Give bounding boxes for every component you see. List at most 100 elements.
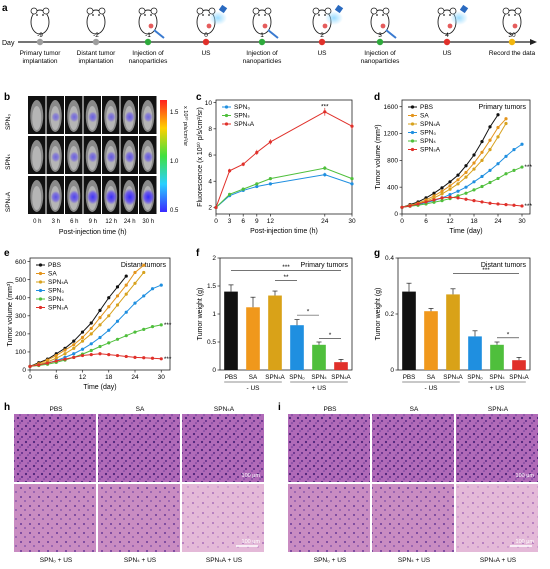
legend-label: SPNₛA	[420, 147, 441, 154]
imaging-col-label: 6 h	[70, 219, 78, 225]
timeline-dot	[202, 38, 210, 46]
panel-label-c: c	[196, 92, 202, 103]
legend-label: SPNₛA	[48, 279, 69, 286]
x-tick-label: 6	[424, 218, 428, 225]
panel-label-f: f	[196, 248, 200, 259]
mouse-ear-right	[98, 7, 106, 15]
data-point	[488, 201, 492, 205]
y-axis-label: Tumor volume (mm³)	[375, 124, 382, 189]
group-label: - US	[247, 385, 261, 392]
bar	[268, 295, 282, 370]
timeline-event-text: implantation	[22, 58, 57, 65]
significance-annotation: ***	[524, 164, 532, 171]
legend-marker	[410, 113, 415, 118]
data-point	[54, 353, 58, 358]
colorbar-tick: 1.0	[170, 159, 179, 165]
legend-marker	[38, 297, 43, 301]
x-tick-label: SPN₀	[467, 374, 483, 381]
x-axis-label: Time (day)	[449, 228, 482, 235]
mouse-body	[370, 9, 390, 35]
x-tick-label: PBS	[403, 374, 416, 381]
data-point	[107, 305, 111, 309]
data-point	[520, 165, 524, 169]
data-point	[159, 283, 163, 287]
legend-marker	[410, 122, 415, 126]
ultrasound-beam-icon	[209, 11, 227, 25]
timeline-dot	[92, 38, 100, 46]
significance-annotation: ***	[164, 356, 172, 363]
x-tick-label: 30	[518, 218, 526, 225]
x-tick-label: 12	[79, 374, 87, 381]
x-tick-label: PBS	[225, 374, 238, 381]
y-tick-label: 200	[15, 331, 26, 338]
data-point	[416, 202, 420, 206]
panel-label-d: d	[374, 92, 380, 103]
data-point	[72, 346, 76, 350]
data-point	[89, 348, 93, 353]
imaging-panel: SPN₀ SPNₛ SPNₛA 0 h 3 h 6 h 9 h 12 h 24 h 30 h Pos…	[5, 96, 189, 236]
legend-label: PBS	[420, 104, 434, 111]
syringe-icon	[267, 29, 279, 39]
chart-primary-volume: 0 6 12 18 24 30 0 400 800 1200 1600 Time (day) Tumor…	[375, 99, 532, 235]
data-point	[98, 335, 102, 340]
y-tick-label: 1.5	[207, 283, 216, 290]
fluorescence-signal	[106, 151, 117, 163]
histology-bottom-label: SPNₛA + US	[206, 557, 243, 564]
mouse-eye	[514, 14, 516, 16]
mouse-eye	[144, 14, 146, 16]
data-point	[150, 287, 155, 291]
panel-label-a: a	[2, 3, 8, 14]
timeline-event-text: US	[317, 50, 327, 57]
mouse-ear-left	[252, 7, 260, 15]
data-point	[124, 283, 128, 287]
mouse-eye	[324, 14, 326, 16]
timeline-arrow	[530, 39, 537, 45]
significance-label: ***	[282, 264, 290, 271]
data-point	[72, 343, 76, 347]
mouse-silhouette-highlight	[32, 186, 42, 210]
timeline-dot	[376, 38, 384, 46]
data-point	[488, 138, 492, 142]
mouse-body	[502, 9, 522, 35]
colorbar	[160, 100, 167, 212]
histology-panels: PBS SA SPNₛA SPN₀ + US SPNₛ + US SPNₛA + US 10…	[14, 406, 538, 564]
data-point	[72, 352, 76, 356]
y-axis-label: Tumor volume (mm³)	[7, 281, 14, 346]
x-tick-label: 9	[255, 218, 259, 225]
mouse-body	[138, 9, 158, 35]
data-point	[472, 167, 476, 171]
x-tick-label: 0	[400, 218, 404, 225]
series-line	[401, 166, 523, 208]
fluorescence-signal	[105, 189, 118, 205]
data-point	[89, 321, 93, 325]
data-point	[89, 353, 93, 357]
mouse-eye	[443, 14, 445, 16]
histology-top-label: PBS	[49, 406, 63, 413]
mouse-body	[86, 9, 106, 35]
timeline-day: 30	[508, 32, 516, 39]
significance-label: *	[507, 331, 510, 338]
mouse-icon	[138, 7, 158, 35]
x-tick-label: SPNₛ	[311, 374, 326, 381]
data-point	[28, 364, 32, 368]
y-tick-label: 100	[15, 349, 26, 356]
data-point	[496, 162, 500, 166]
legend-marker	[38, 305, 43, 310]
timeline-event-text: US	[442, 50, 452, 57]
data-point	[504, 117, 508, 121]
mouse-eye	[318, 14, 320, 16]
bar	[490, 344, 504, 370]
data-point	[480, 158, 484, 162]
data-point	[80, 330, 85, 334]
fluorescence-signal	[68, 190, 80, 204]
fluorescence-signal	[143, 151, 154, 163]
mouse-icon	[30, 7, 50, 35]
histology-image	[14, 414, 96, 482]
fluorescence-signal	[143, 111, 153, 123]
chart-title: Distant tumors	[481, 262, 527, 269]
significance-label: **	[283, 274, 289, 281]
legend-marker	[38, 271, 43, 276]
histology-top-label: SPNₛA	[488, 406, 509, 413]
x-tick-label: SPNₛA	[443, 374, 463, 381]
